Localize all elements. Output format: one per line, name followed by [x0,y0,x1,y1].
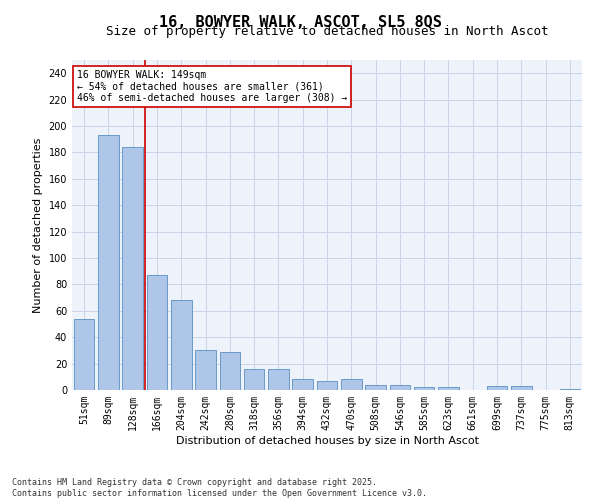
Bar [511,386,532,390]
Bar [414,388,434,390]
Bar [171,300,191,390]
Bar [74,318,94,390]
Bar [146,275,167,390]
Bar [438,388,459,390]
Bar [487,386,508,390]
X-axis label: Distribution of detached houses by size in North Ascot: Distribution of detached houses by size … [176,436,479,446]
Bar [195,350,216,390]
Text: 16, BOWYER WALK, ASCOT, SL5 8QS: 16, BOWYER WALK, ASCOT, SL5 8QS [158,15,442,30]
Bar [365,384,386,390]
Bar [268,369,289,390]
Bar [122,147,143,390]
Bar [244,369,265,390]
Bar [98,135,119,390]
Bar [220,352,240,390]
Bar [389,384,410,390]
Bar [317,381,337,390]
Title: Size of property relative to detached houses in North Ascot: Size of property relative to detached ho… [106,25,548,38]
Bar [341,380,362,390]
Bar [560,388,580,390]
Y-axis label: Number of detached properties: Number of detached properties [33,138,43,312]
Bar [292,380,313,390]
Text: 16 BOWYER WALK: 149sqm
← 54% of detached houses are smaller (361)
46% of semi-de: 16 BOWYER WALK: 149sqm ← 54% of detached… [77,70,347,103]
Text: Contains HM Land Registry data © Crown copyright and database right 2025.
Contai: Contains HM Land Registry data © Crown c… [12,478,427,498]
